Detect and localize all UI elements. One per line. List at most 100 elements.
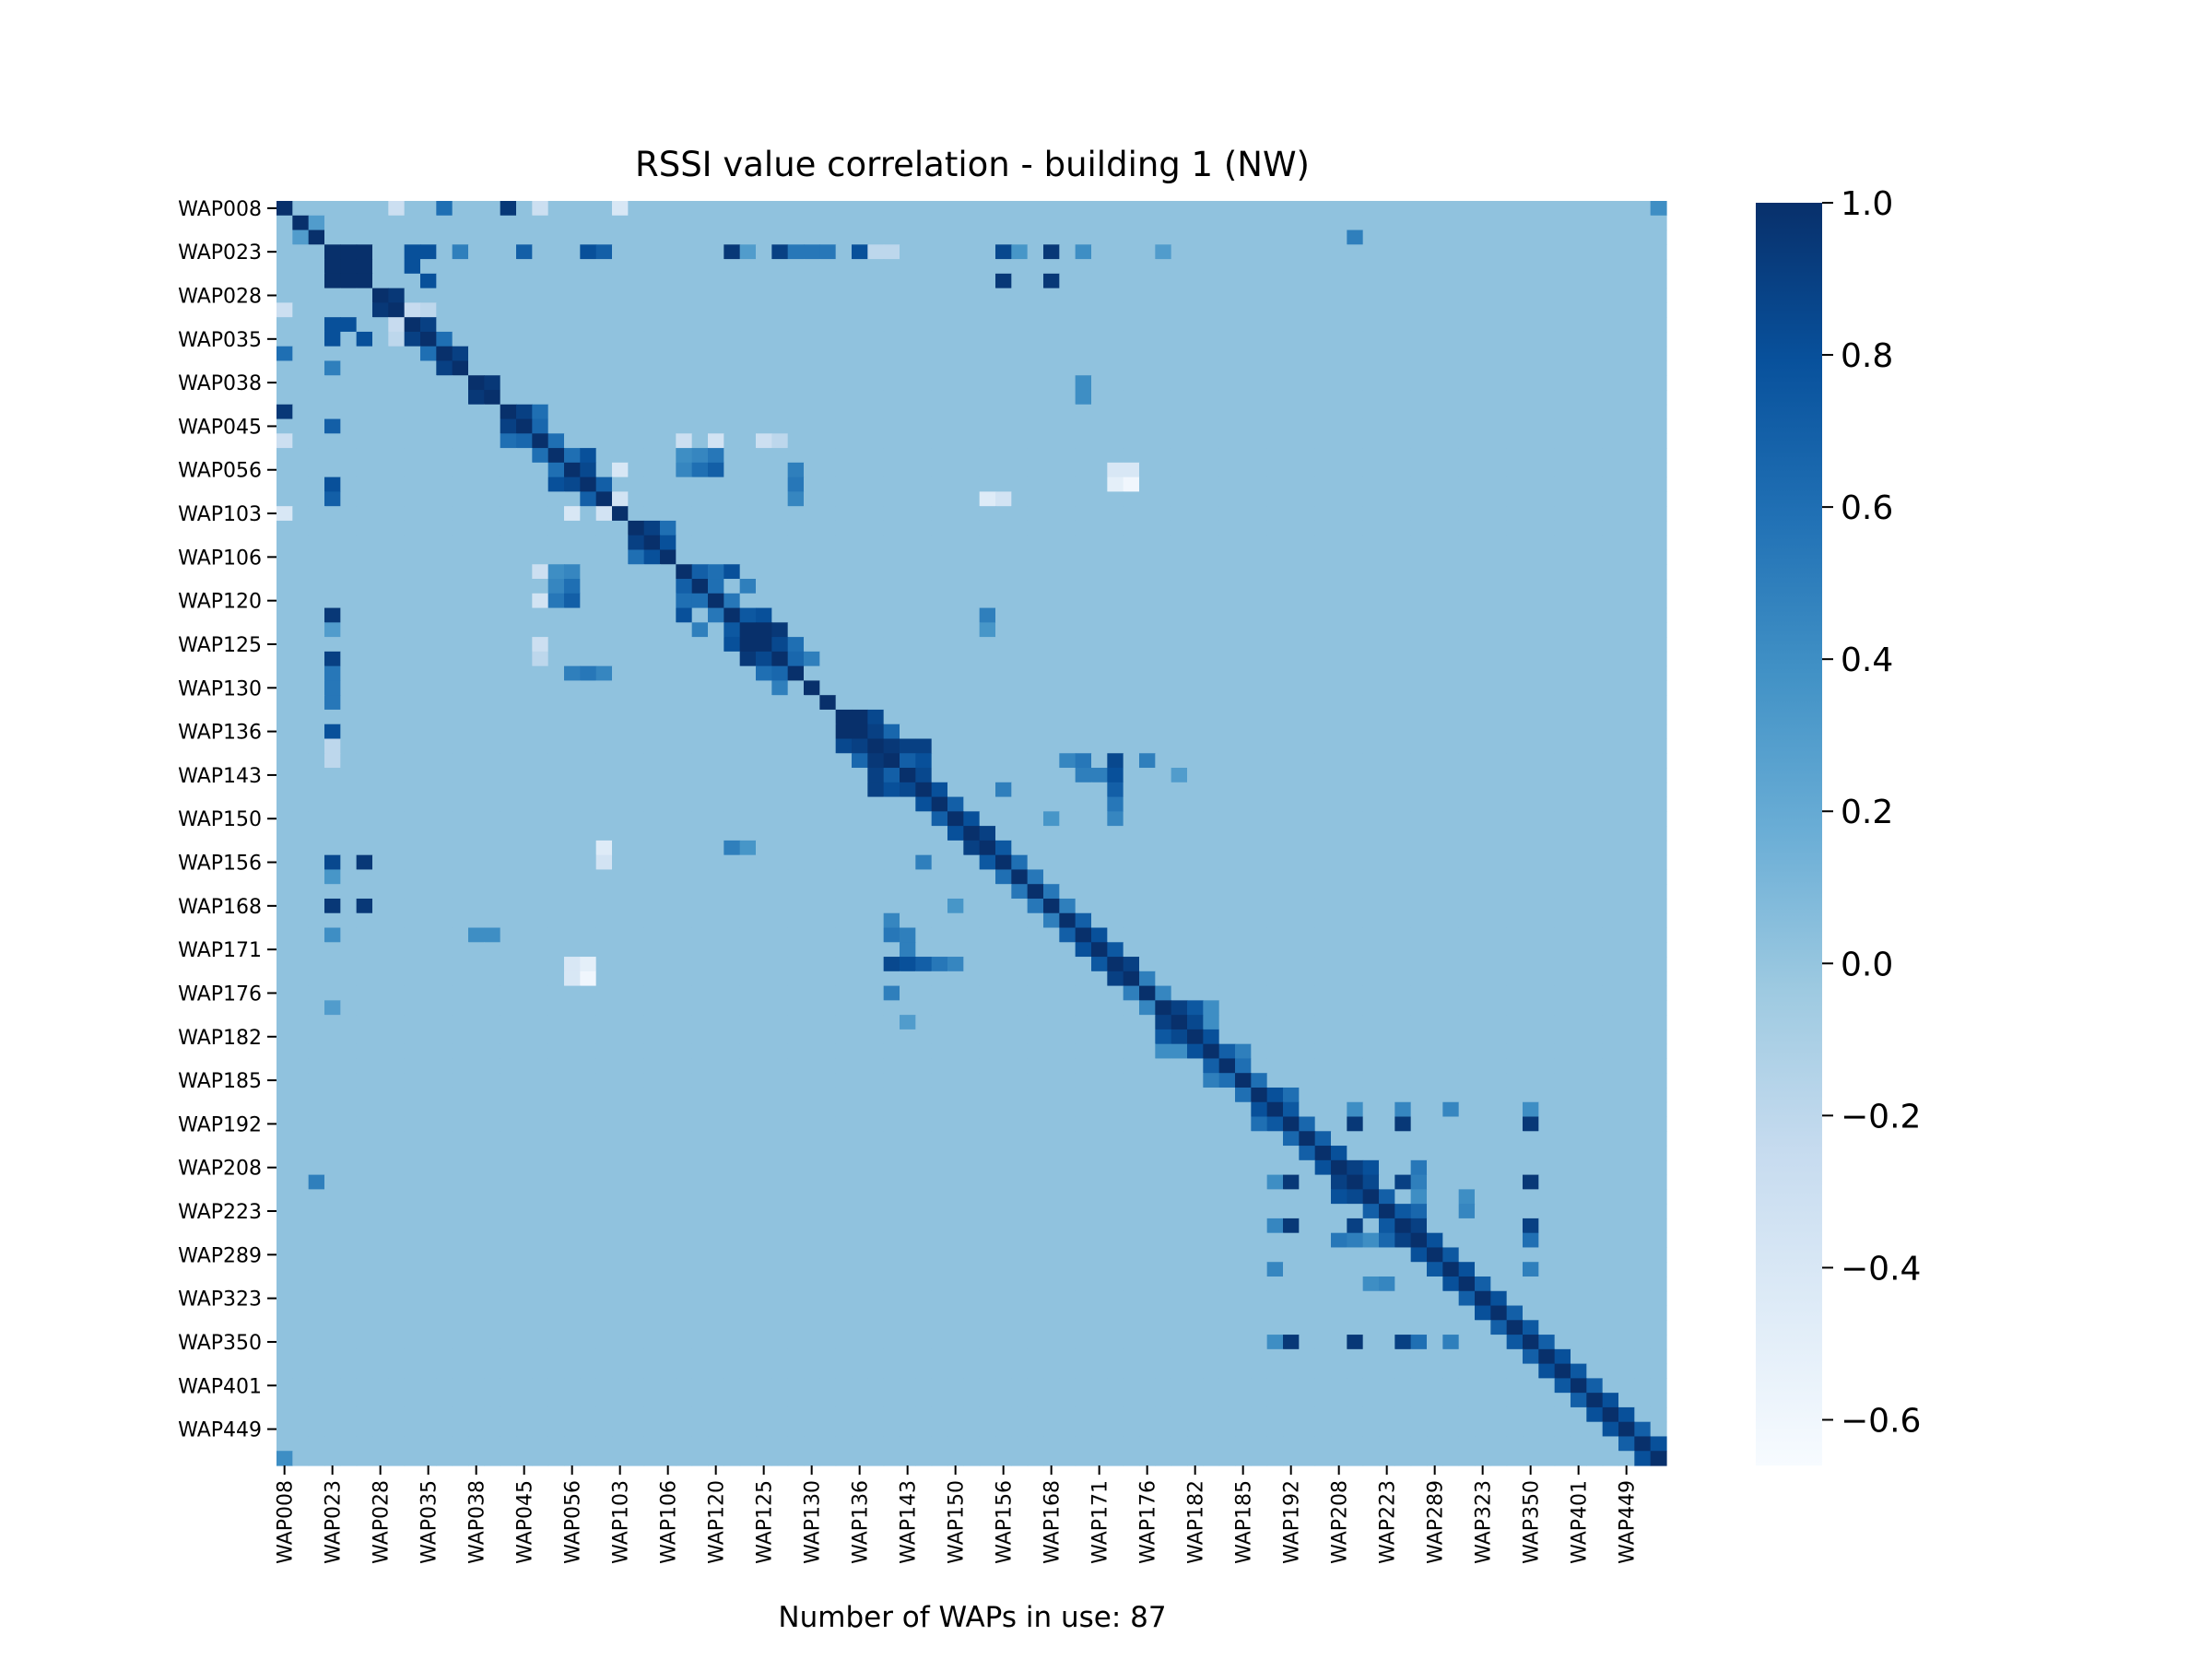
heatmap-cell [1155, 637, 1172, 653]
heatmap-cell [276, 520, 293, 536]
heatmap-cell [308, 418, 325, 434]
heatmap-cell [308, 462, 325, 478]
heatmap-cell [532, 985, 549, 1001]
heatmap-cell [1347, 477, 1364, 492]
heatmap-cell [1171, 201, 1188, 217]
heatmap-cell [372, 680, 389, 696]
heatmap-cell [1427, 826, 1443, 841]
heatmap-cell [1203, 724, 1220, 740]
heatmap-cell [1427, 724, 1443, 740]
heatmap-cell [660, 971, 677, 987]
heatmap-cell [340, 651, 358, 667]
heatmap-cell [1299, 331, 1316, 347]
heatmap-cell [1155, 680, 1172, 696]
heatmap-cell [1155, 433, 1172, 449]
heatmap-cell [1410, 724, 1428, 740]
heatmap-cell [1362, 985, 1380, 1001]
heatmap-cell [532, 738, 549, 754]
heatmap-cell [484, 593, 501, 609]
heatmap-cell [1043, 912, 1060, 929]
heatmap-cell [276, 840, 293, 856]
heatmap-cell [724, 375, 741, 391]
heatmap-cell [995, 782, 1012, 798]
heatmap-cell [931, 971, 948, 987]
heatmap-cell [1283, 1015, 1300, 1030]
heatmap-cell [1602, 404, 1619, 420]
heatmap-cell [1506, 462, 1524, 478]
heatmap-cell [404, 826, 421, 841]
heatmap-cell [1203, 201, 1220, 217]
heatmap-cell [1027, 768, 1044, 783]
heatmap-cell [340, 927, 358, 943]
heatmap-cell [756, 782, 772, 798]
heatmap-cell [1571, 288, 1587, 303]
heatmap-cell [628, 433, 645, 449]
heatmap-cell [436, 971, 453, 987]
heatmap-cell [931, 273, 948, 289]
heatmap-cell [1218, 840, 1236, 856]
heatmap-cell [1490, 462, 1508, 478]
heatmap-cell [739, 404, 757, 420]
heatmap-cell [388, 259, 406, 275]
heatmap-cell [516, 259, 533, 275]
heatmap-cell [979, 753, 996, 769]
heatmap-cell [739, 753, 757, 769]
heatmap-cell [1634, 637, 1652, 653]
heatmap-cells [276, 201, 1667, 1466]
heatmap-cell [756, 244, 772, 260]
heatmap-cell [724, 477, 741, 492]
heatmap-cell [1283, 375, 1300, 391]
heatmap-cell [404, 724, 421, 740]
heatmap-cell [388, 404, 406, 420]
heatmap-cell [979, 724, 996, 740]
heatmap-cell [1475, 840, 1491, 856]
heatmap-cell [931, 549, 948, 565]
heatmap-cell [915, 462, 933, 478]
heatmap-cell [547, 244, 565, 260]
heatmap-cell [276, 680, 293, 696]
heatmap-cell [356, 1000, 373, 1016]
heatmap-cell [1362, 665, 1380, 682]
heatmap-cell [1523, 811, 1539, 827]
heatmap-cell [1107, 215, 1124, 231]
heatmap-cell [468, 288, 485, 303]
heatmap-cell [915, 607, 933, 623]
heatmap-cell [963, 680, 981, 696]
heatmap-cell [580, 651, 597, 667]
heatmap-cell [676, 244, 693, 260]
heatmap-cell [420, 927, 437, 943]
heatmap-cell [676, 491, 693, 507]
heatmap-cell [1203, 448, 1220, 464]
heatmap-cell [436, 651, 453, 667]
heatmap-cell [1235, 912, 1252, 929]
heatmap-cell [643, 244, 661, 260]
heatmap-cell [356, 971, 373, 987]
heatmap-cell [1586, 912, 1604, 929]
heatmap-cell [1634, 607, 1652, 623]
heatmap-cell [1091, 1015, 1108, 1030]
heatmap-cell [580, 985, 597, 1001]
heatmap-cell [1218, 201, 1236, 217]
heatmap-cell [995, 346, 1012, 362]
heatmap-cell [1538, 201, 1556, 217]
heatmap-cell [612, 346, 629, 362]
heatmap-cell [1331, 346, 1347, 362]
heatmap-cell [691, 811, 709, 827]
heatmap-cell [1571, 346, 1587, 362]
heatmap-cell [595, 549, 613, 565]
heatmap-cell [1506, 782, 1524, 798]
heatmap-cell [1475, 506, 1491, 522]
heatmap-cell [1091, 651, 1108, 667]
heatmap-cell [1203, 709, 1220, 725]
heatmap-cell [1011, 665, 1029, 682]
heatmap-cell [643, 607, 661, 623]
heatmap-cell [1027, 418, 1044, 434]
heatmap-cell [356, 579, 373, 594]
heatmap-cell [1442, 782, 1460, 798]
heatmap-cell [1538, 927, 1556, 943]
heatmap-cell [468, 753, 485, 769]
heatmap-cell [835, 375, 853, 391]
heatmap-cell [420, 854, 437, 871]
heatmap-cell [1586, 826, 1604, 841]
heatmap-cell [388, 201, 406, 217]
